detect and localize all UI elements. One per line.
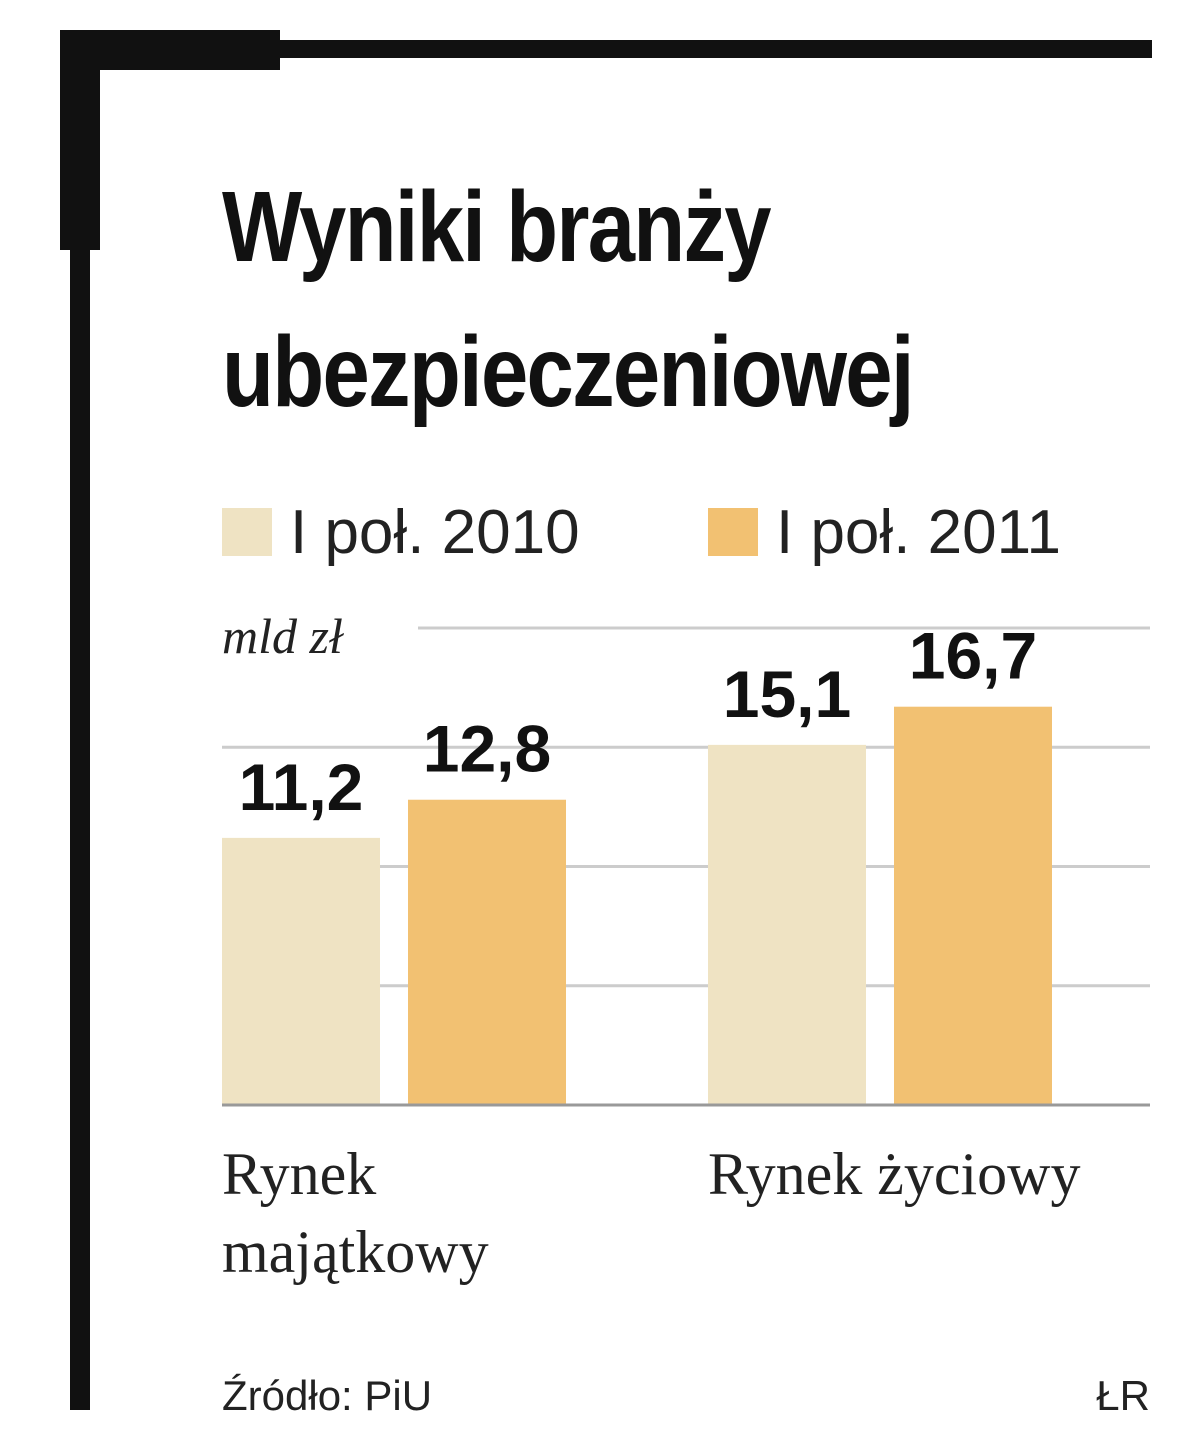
- legend-label: I poł. 2010: [290, 498, 580, 567]
- legend-label: I poł. 2011: [776, 498, 1061, 567]
- value-label: 11,2: [239, 750, 364, 824]
- x-tick-label: Rynek życiowy: [708, 1141, 1081, 1207]
- legend-swatch: [222, 508, 272, 556]
- bar: [222, 837, 380, 1105]
- value-label: 16,7: [909, 619, 1037, 693]
- chart-title: Wyniki branży ubezpieczeniowej: [222, 171, 914, 428]
- source: Źródło: PiU: [222, 1372, 432, 1419]
- bar: [894, 706, 1052, 1105]
- x-tick-label: Rynek majątkowy: [222, 1141, 489, 1285]
- value-label: 12,8: [423, 712, 551, 786]
- unit-label: mld zł: [222, 608, 344, 664]
- bar: [408, 799, 566, 1105]
- legend-swatch: [708, 508, 758, 556]
- bar: [708, 744, 866, 1105]
- unit-bg: [218, 588, 418, 668]
- frame: [70, 30, 90, 1410]
- frame: [60, 40, 1152, 58]
- credit: ŁR: [1096, 1372, 1150, 1419]
- value-label: 15,1: [723, 657, 851, 731]
